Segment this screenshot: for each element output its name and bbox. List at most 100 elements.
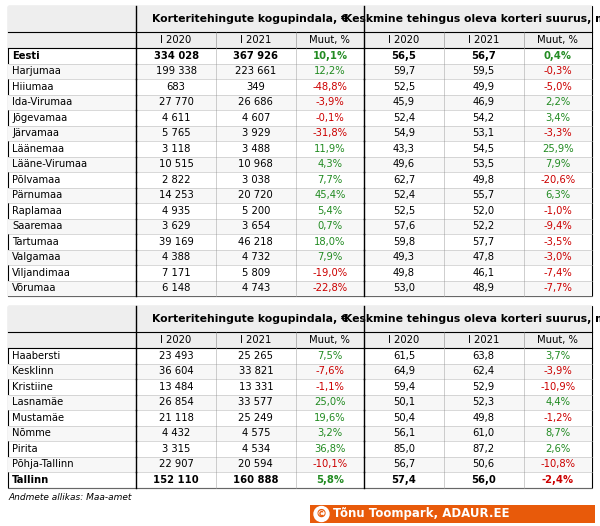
Text: Muut, %: Muut, % bbox=[310, 335, 350, 345]
Text: Tartumaa: Tartumaa bbox=[12, 237, 59, 247]
Text: Korteritehingute kogupindala, €: Korteritehingute kogupindala, € bbox=[152, 14, 349, 24]
Bar bbox=[8, 187, 592, 203]
Text: Raplamaa: Raplamaa bbox=[12, 206, 62, 216]
Text: 4 575: 4 575 bbox=[242, 428, 270, 438]
Bar bbox=[8, 32, 592, 48]
Text: -7,7%: -7,7% bbox=[544, 283, 572, 294]
Text: 33 821: 33 821 bbox=[239, 366, 273, 376]
Text: Muut, %: Muut, % bbox=[310, 35, 350, 45]
Text: 45,4%: 45,4% bbox=[314, 190, 346, 200]
Text: 5 200: 5 200 bbox=[242, 206, 270, 216]
Text: 36,8%: 36,8% bbox=[314, 444, 346, 454]
Text: 20 720: 20 720 bbox=[238, 190, 273, 200]
Text: 21 118: 21 118 bbox=[158, 413, 194, 423]
Text: 59,5: 59,5 bbox=[473, 66, 495, 76]
Text: -1,0%: -1,0% bbox=[544, 206, 572, 216]
Text: 57,4: 57,4 bbox=[392, 475, 416, 485]
Text: Harjumaa: Harjumaa bbox=[12, 66, 61, 76]
Text: Nõmme: Nõmme bbox=[12, 428, 51, 438]
Text: 36 604: 36 604 bbox=[159, 366, 193, 376]
Text: Võrumaa: Võrumaa bbox=[12, 283, 56, 294]
Text: 4 743: 4 743 bbox=[242, 283, 270, 294]
Text: 49,6: 49,6 bbox=[393, 159, 415, 169]
Text: 64,9: 64,9 bbox=[393, 366, 415, 376]
Text: 367 926: 367 926 bbox=[233, 50, 278, 60]
Text: 3,2%: 3,2% bbox=[317, 428, 343, 438]
Text: 53,0: 53,0 bbox=[393, 283, 415, 294]
Text: 26 854: 26 854 bbox=[159, 397, 193, 407]
Text: 47,8: 47,8 bbox=[473, 252, 495, 262]
Text: 39 169: 39 169 bbox=[158, 237, 194, 247]
Text: 5 809: 5 809 bbox=[242, 268, 270, 278]
Text: -3,5%: -3,5% bbox=[544, 237, 572, 247]
Text: 10 515: 10 515 bbox=[158, 159, 194, 169]
Text: 152 110: 152 110 bbox=[153, 475, 199, 485]
Text: 11,9%: 11,9% bbox=[314, 144, 346, 154]
Text: Keskmine tehingus oleva korteri suurus, m²: Keskmine tehingus oleva korteri suurus, … bbox=[344, 14, 600, 24]
Text: Kesklinn: Kesklinn bbox=[12, 366, 53, 376]
Text: -0,1%: -0,1% bbox=[316, 113, 344, 123]
Text: 23 493: 23 493 bbox=[159, 351, 193, 361]
Text: 56,1: 56,1 bbox=[393, 428, 415, 438]
Text: 3 629: 3 629 bbox=[162, 221, 190, 231]
Text: -5,0%: -5,0% bbox=[544, 82, 572, 92]
Text: 57,6: 57,6 bbox=[393, 221, 415, 231]
Text: 57,7: 57,7 bbox=[473, 237, 495, 247]
Text: 18,0%: 18,0% bbox=[314, 237, 346, 247]
Text: 3 654: 3 654 bbox=[242, 221, 270, 231]
Text: -9,4%: -9,4% bbox=[544, 221, 572, 231]
Text: 56,7: 56,7 bbox=[472, 50, 496, 60]
Bar bbox=[310, 505, 595, 523]
Text: -3,9%: -3,9% bbox=[316, 97, 344, 107]
Text: 25 265: 25 265 bbox=[238, 351, 274, 361]
Text: 54,2: 54,2 bbox=[473, 113, 495, 123]
Text: 53,1: 53,1 bbox=[473, 128, 495, 138]
Bar bbox=[8, 394, 592, 410]
Text: Kristiine: Kristiine bbox=[12, 382, 53, 392]
Text: -10,8%: -10,8% bbox=[541, 459, 575, 469]
Text: 33 577: 33 577 bbox=[238, 397, 273, 407]
Bar bbox=[8, 218, 592, 234]
Text: 2,6%: 2,6% bbox=[545, 444, 571, 454]
Text: 59,7: 59,7 bbox=[393, 66, 415, 76]
Bar bbox=[8, 280, 592, 296]
Text: I 2020: I 2020 bbox=[160, 35, 192, 45]
Text: 14 253: 14 253 bbox=[159, 190, 193, 200]
Text: Eesti: Eesti bbox=[12, 50, 40, 60]
Text: 54,5: 54,5 bbox=[473, 144, 495, 154]
Text: 48,9: 48,9 bbox=[473, 283, 495, 294]
Text: -7,6%: -7,6% bbox=[316, 366, 344, 376]
Text: 20 594: 20 594 bbox=[238, 459, 273, 469]
Text: 43,3: 43,3 bbox=[393, 144, 415, 154]
Text: -10,9%: -10,9% bbox=[540, 382, 575, 392]
Text: Mustamäe: Mustamäe bbox=[12, 413, 64, 423]
Bar bbox=[8, 426, 592, 441]
Text: 3 315: 3 315 bbox=[162, 444, 190, 454]
Text: 334 028: 334 028 bbox=[154, 50, 199, 60]
Text: Põhja-Tallinn: Põhja-Tallinn bbox=[12, 459, 74, 469]
Text: 22 907: 22 907 bbox=[158, 459, 194, 469]
Text: Jõgevamaa: Jõgevamaa bbox=[12, 113, 67, 123]
Bar bbox=[8, 126, 592, 141]
Text: Hiiumaa: Hiiumaa bbox=[12, 82, 53, 92]
Text: 8,7%: 8,7% bbox=[545, 428, 571, 438]
Bar bbox=[8, 363, 592, 379]
Text: 49,3: 49,3 bbox=[393, 252, 415, 262]
Text: 223 661: 223 661 bbox=[235, 66, 277, 76]
Text: 46,9: 46,9 bbox=[473, 97, 495, 107]
Text: 61,5: 61,5 bbox=[393, 351, 415, 361]
Text: -7,4%: -7,4% bbox=[544, 268, 572, 278]
Text: -22,8%: -22,8% bbox=[313, 283, 347, 294]
Text: 0,4%: 0,4% bbox=[544, 50, 572, 60]
Text: I 2020: I 2020 bbox=[388, 35, 419, 45]
Text: 62,7: 62,7 bbox=[393, 175, 415, 185]
Text: ©: © bbox=[316, 509, 327, 519]
Text: Järvamaa: Järvamaa bbox=[12, 128, 59, 138]
Bar bbox=[8, 64, 592, 79]
Bar bbox=[8, 6, 592, 32]
Text: Pirita: Pirita bbox=[12, 444, 38, 454]
Text: 54,9: 54,9 bbox=[393, 128, 415, 138]
Text: 10 968: 10 968 bbox=[238, 159, 273, 169]
Text: I 2020: I 2020 bbox=[388, 335, 419, 345]
Text: 52,2: 52,2 bbox=[473, 221, 495, 231]
